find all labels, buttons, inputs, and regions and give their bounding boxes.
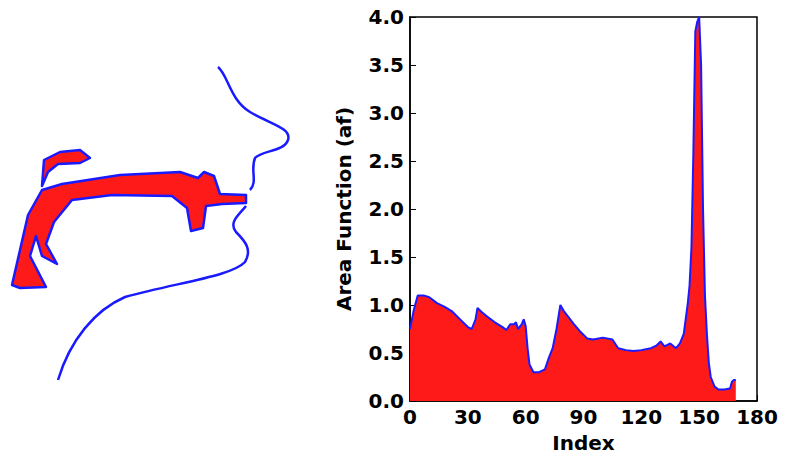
svg-text:2.5: 2.5 xyxy=(369,149,404,173)
svg-text:120: 120 xyxy=(620,405,662,429)
svg-text:3.5: 3.5 xyxy=(369,53,404,77)
svg-text:150: 150 xyxy=(678,405,720,429)
svg-text:0: 0 xyxy=(403,405,417,429)
svg-text:1.5: 1.5 xyxy=(369,245,404,269)
svg-text:Index: Index xyxy=(552,431,615,455)
svg-text:0.0: 0.0 xyxy=(369,389,404,413)
svg-text:0.5: 0.5 xyxy=(369,341,404,365)
svg-text:3.0: 3.0 xyxy=(369,101,404,125)
svg-text:2.0: 2.0 xyxy=(369,197,404,221)
svg-text:90: 90 xyxy=(570,405,598,429)
svg-text:30: 30 xyxy=(454,405,482,429)
svg-text:60: 60 xyxy=(512,405,540,429)
svg-text:Area Function (af): Area Function (af) xyxy=(332,107,356,311)
svg-text:1.0: 1.0 xyxy=(369,293,404,317)
svg-text:4.0: 4.0 xyxy=(369,5,404,29)
svg-text:180: 180 xyxy=(736,405,778,429)
